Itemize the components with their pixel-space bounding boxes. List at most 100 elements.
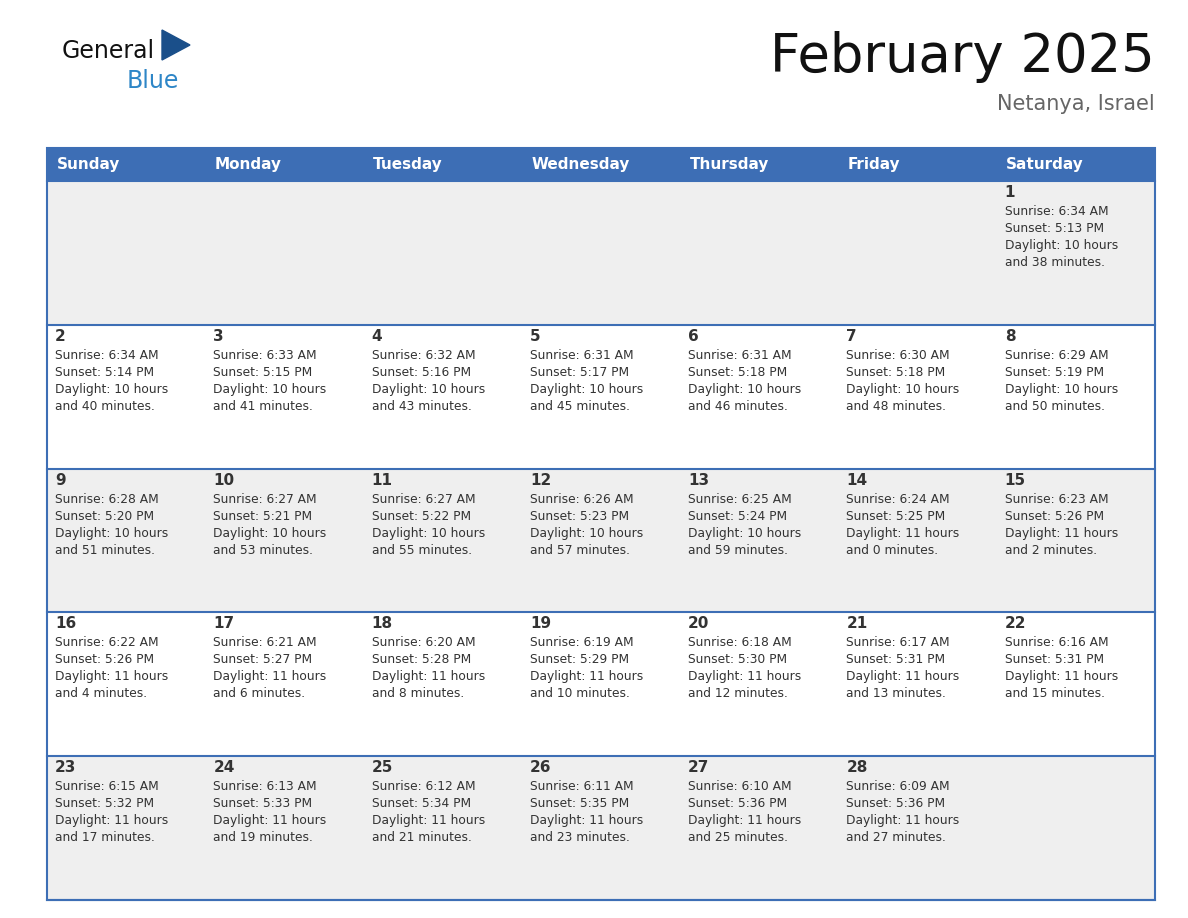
Bar (48, 756, 1155, 900)
Text: 11: 11 (372, 473, 392, 487)
Text: 20: 20 (688, 616, 709, 632)
Text: Sunrise: 6:10 AM: Sunrise: 6:10 AM (688, 780, 791, 793)
Text: Sunrise: 6:15 AM: Sunrise: 6:15 AM (55, 780, 159, 793)
Text: Daylight: 10 hours: Daylight: 10 hours (55, 527, 169, 540)
Text: Daylight: 11 hours: Daylight: 11 hours (1005, 527, 1118, 540)
Text: and 15 minutes.: and 15 minutes. (1005, 688, 1105, 700)
Text: Daylight: 11 hours: Daylight: 11 hours (530, 670, 643, 683)
Text: 14: 14 (846, 473, 867, 487)
Text: Blue: Blue (127, 69, 179, 93)
Text: and 48 minutes.: and 48 minutes. (846, 400, 947, 413)
Text: Sunset: 5:18 PM: Sunset: 5:18 PM (846, 365, 946, 379)
Text: and 19 minutes.: and 19 minutes. (214, 831, 314, 845)
Text: Thursday: Thursday (690, 157, 769, 172)
Text: and 2 minutes.: and 2 minutes. (1005, 543, 1097, 556)
Text: and 23 minutes.: and 23 minutes. (530, 831, 630, 845)
Text: Sunset: 5:26 PM: Sunset: 5:26 PM (1005, 509, 1104, 522)
Text: Sunset: 5:23 PM: Sunset: 5:23 PM (530, 509, 628, 522)
Text: Sunset: 5:17 PM: Sunset: 5:17 PM (530, 365, 628, 379)
Bar (48, 148, 1155, 900)
Text: 3: 3 (214, 329, 223, 344)
Text: Sunrise: 6:30 AM: Sunrise: 6:30 AM (846, 349, 950, 362)
Text: Wednesday: Wednesday (531, 157, 630, 172)
Text: Sunrise: 6:09 AM: Sunrise: 6:09 AM (846, 780, 950, 793)
Text: and 21 minutes.: and 21 minutes. (372, 831, 472, 845)
Text: Sunrise: 6:34 AM: Sunrise: 6:34 AM (55, 349, 159, 362)
Text: Sunset: 5:26 PM: Sunset: 5:26 PM (55, 654, 154, 666)
Text: 12: 12 (530, 473, 551, 487)
Text: Daylight: 11 hours: Daylight: 11 hours (55, 670, 169, 683)
Bar (48, 325, 1155, 468)
Text: 9: 9 (55, 473, 65, 487)
Text: 22: 22 (1005, 616, 1026, 632)
Text: Sunrise: 6:25 AM: Sunrise: 6:25 AM (688, 493, 792, 506)
Text: Daylight: 10 hours: Daylight: 10 hours (1005, 239, 1118, 252)
Text: 19: 19 (530, 616, 551, 632)
Text: Sunrise: 6:27 AM: Sunrise: 6:27 AM (372, 493, 475, 506)
Text: and 8 minutes.: and 8 minutes. (372, 688, 463, 700)
Text: and 6 minutes.: and 6 minutes. (214, 688, 305, 700)
Text: Sunrise: 6:17 AM: Sunrise: 6:17 AM (846, 636, 950, 649)
Text: 28: 28 (846, 760, 867, 775)
Text: Sunset: 5:30 PM: Sunset: 5:30 PM (688, 654, 788, 666)
Text: Daylight: 10 hours: Daylight: 10 hours (372, 527, 485, 540)
Text: and 43 minutes.: and 43 minutes. (372, 400, 472, 413)
Text: Daylight: 11 hours: Daylight: 11 hours (846, 814, 960, 827)
Bar (48, 181, 1155, 325)
Text: Daylight: 10 hours: Daylight: 10 hours (688, 527, 802, 540)
Text: Sunrise: 6:34 AM: Sunrise: 6:34 AM (1005, 205, 1108, 218)
Text: Daylight: 11 hours: Daylight: 11 hours (1005, 670, 1118, 683)
Text: Sunrise: 6:12 AM: Sunrise: 6:12 AM (372, 780, 475, 793)
Text: and 25 minutes.: and 25 minutes. (688, 831, 788, 845)
Text: Sunset: 5:36 PM: Sunset: 5:36 PM (688, 797, 788, 811)
Bar (48, 612, 1155, 756)
Text: Saturday: Saturday (1006, 157, 1083, 172)
Text: and 57 minutes.: and 57 minutes. (530, 543, 630, 556)
Text: Sunrise: 6:16 AM: Sunrise: 6:16 AM (1005, 636, 1108, 649)
Text: Sunrise: 6:31 AM: Sunrise: 6:31 AM (530, 349, 633, 362)
Text: Sunset: 5:16 PM: Sunset: 5:16 PM (372, 365, 470, 379)
Text: and 10 minutes.: and 10 minutes. (530, 688, 630, 700)
Text: Daylight: 10 hours: Daylight: 10 hours (846, 383, 960, 396)
Text: Sunset: 5:36 PM: Sunset: 5:36 PM (846, 797, 946, 811)
Polygon shape (162, 30, 190, 60)
Text: Daylight: 11 hours: Daylight: 11 hours (846, 527, 960, 540)
Text: 10: 10 (214, 473, 234, 487)
Text: Sunset: 5:19 PM: Sunset: 5:19 PM (1005, 365, 1104, 379)
Text: 26: 26 (530, 760, 551, 775)
Text: Sunrise: 6:33 AM: Sunrise: 6:33 AM (214, 349, 317, 362)
Text: Daylight: 11 hours: Daylight: 11 hours (214, 814, 327, 827)
Text: 13: 13 (688, 473, 709, 487)
Text: Daylight: 10 hours: Daylight: 10 hours (214, 527, 327, 540)
Text: and 45 minutes.: and 45 minutes. (530, 400, 630, 413)
Text: Daylight: 11 hours: Daylight: 11 hours (530, 814, 643, 827)
Text: Daylight: 10 hours: Daylight: 10 hours (1005, 383, 1118, 396)
Text: Sunset: 5:29 PM: Sunset: 5:29 PM (530, 654, 628, 666)
Text: and 53 minutes.: and 53 minutes. (214, 543, 314, 556)
Text: Sunrise: 6:26 AM: Sunrise: 6:26 AM (530, 493, 633, 506)
Text: Sunrise: 6:20 AM: Sunrise: 6:20 AM (372, 636, 475, 649)
Text: and 12 minutes.: and 12 minutes. (688, 688, 788, 700)
Text: and 46 minutes.: and 46 minutes. (688, 400, 788, 413)
Text: Sunrise: 6:27 AM: Sunrise: 6:27 AM (214, 493, 317, 506)
Text: and 4 minutes.: and 4 minutes. (55, 688, 147, 700)
Text: Sunrise: 6:31 AM: Sunrise: 6:31 AM (688, 349, 791, 362)
Text: General: General (62, 39, 156, 63)
Text: Sunrise: 6:13 AM: Sunrise: 6:13 AM (214, 780, 317, 793)
Text: Sunset: 5:22 PM: Sunset: 5:22 PM (372, 509, 470, 522)
Text: Sunrise: 6:11 AM: Sunrise: 6:11 AM (530, 780, 633, 793)
Text: and 55 minutes.: and 55 minutes. (372, 543, 472, 556)
Text: and 0 minutes.: and 0 minutes. (846, 543, 939, 556)
Text: and 41 minutes.: and 41 minutes. (214, 400, 314, 413)
Text: 23: 23 (55, 760, 76, 775)
Text: Netanya, Israel: Netanya, Israel (997, 94, 1155, 114)
Text: Daylight: 11 hours: Daylight: 11 hours (372, 814, 485, 827)
Text: and 27 minutes.: and 27 minutes. (846, 831, 947, 845)
Text: and 40 minutes.: and 40 minutes. (55, 400, 154, 413)
Text: Daylight: 10 hours: Daylight: 10 hours (530, 383, 643, 396)
Text: Sunrise: 6:32 AM: Sunrise: 6:32 AM (372, 349, 475, 362)
Text: 24: 24 (214, 760, 235, 775)
Text: and 59 minutes.: and 59 minutes. (688, 543, 788, 556)
Text: February 2025: February 2025 (770, 31, 1155, 83)
Text: Sunset: 5:25 PM: Sunset: 5:25 PM (846, 509, 946, 522)
